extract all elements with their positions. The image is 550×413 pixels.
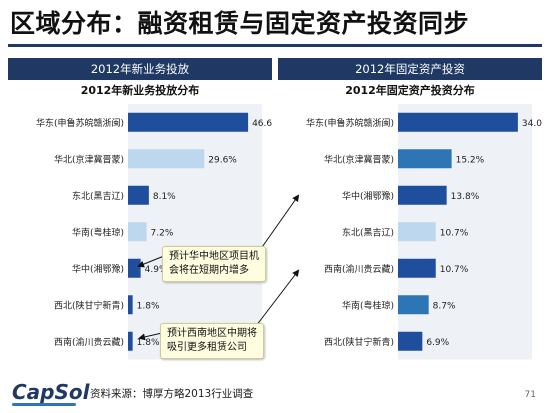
bar [398,149,452,169]
bar [398,185,447,205]
slide-footer: CapSol 资料来源：博厚方略2013行业调查 71 [0,377,550,413]
value-label: 10.7% [440,228,469,238]
category-label: 华中(湘鄂豫) [342,190,394,202]
callout-southwest-china: 预计西南地区中期将 吸引更多租赁公司 [160,323,264,359]
callout-1-line-2: 会将在短期内增多 [169,265,249,276]
callout-2-line-1: 预计西南地区中期将 [167,328,257,339]
bar [398,112,518,132]
value-label: 6.9% [426,338,449,348]
right-panel-header: 2012年固定资产投资 [278,58,542,80]
bar [128,112,249,132]
bar [398,331,423,351]
bar [128,331,133,351]
value-label: 13.8% [451,192,480,202]
bar [128,222,147,242]
value-label: 8.7% [433,301,456,311]
category-label: 西南(渝川贵云藏) [54,336,124,348]
bar [398,258,436,278]
category-label: 华北(京津冀晋蒙) [324,153,394,165]
value-label: 34.0% [522,119,542,129]
value-label: 1.8% [137,338,160,348]
chart-title: 2012年新业务投放分布 [81,83,200,97]
plot-area [128,104,262,360]
callout-1-line-1: 预计华中地区项目机 [169,251,259,262]
category-label: 西北(陕甘宁新青) [54,299,124,311]
slide-title: 区域分布：融资租赁与固定资产投资同步 [10,9,470,38]
category-label: 东北(黑吉辽) [72,190,124,202]
callout-central-china: 预计华中地区项目机 会将在短期内增多 [162,246,266,282]
title-divider [8,44,542,47]
value-label: 4.9% [145,265,168,275]
bar [128,185,149,205]
value-label: 10.7% [440,265,469,275]
bar [128,258,141,278]
category-label: 西北(陕甘宁新青) [324,336,394,348]
source-note: 资料来源：博厚方略2013行业调查 [90,388,254,400]
category-label: 华北(京津冀晋蒙) [54,153,124,165]
value-label: 15.2% [456,155,485,165]
value-label: 8.1% [153,192,176,202]
category-label: 西南(渝川贵云藏) [324,263,394,275]
category-label: 华东(申鲁苏皖赣浙闽) [36,117,124,129]
page-number: 71 [524,390,536,400]
bar [398,222,436,242]
category-label: 华南(粤桂琼) [72,226,124,238]
category-label: 华东(申鲁苏皖赣浙闽) [306,117,394,129]
capsol-logo: CapSol [12,380,90,404]
value-label: 1.8% [137,301,160,311]
category-label: 华南(粤桂琼) [342,299,394,311]
logo-swoosh [12,403,76,406]
chart-title: 2012年固定资产投资分布 [345,83,475,97]
left-panel-header: 2012年新业务投放 [8,58,272,80]
value-label: 29.6% [208,155,237,165]
category-label: 东北(黑吉辽) [342,226,394,238]
value-label: 7.2% [151,228,174,238]
bar [128,295,133,315]
category-label: 华中(湘鄂豫) [72,263,124,275]
bar [398,295,429,315]
bar [128,149,205,169]
value-label: 46.6% [252,119,272,129]
callout-2-line-2: 吸引更多租赁公司 [167,342,247,353]
